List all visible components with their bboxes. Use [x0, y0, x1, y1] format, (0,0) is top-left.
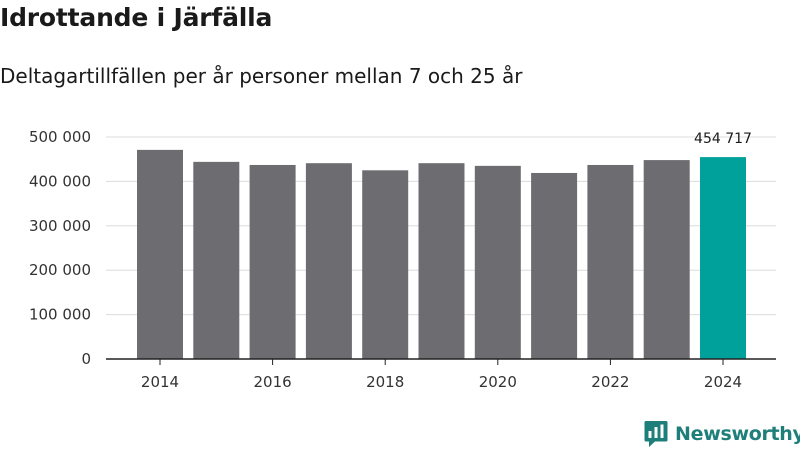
- y-tick-label: 100 000: [29, 306, 91, 324]
- x-tick-label: 2016: [254, 373, 292, 391]
- y-axis: 0 100 000 200 000 300 000 400 000 500 000: [29, 128, 91, 368]
- y-tick-label: 500 000: [29, 128, 91, 146]
- y-tick-label: 0: [81, 350, 91, 368]
- bar-2014: [137, 149, 183, 359]
- x-tick-label: 2022: [591, 373, 629, 391]
- y-tick-label: 200 000: [29, 261, 91, 279]
- chart-title: Idrottande i Järfälla: [0, 3, 273, 32]
- brand-name: Newsworthy: [675, 423, 800, 445]
- x-axis: 2014 2016 2018 2020 2022 2024: [106, 358, 776, 391]
- brand-logo: Newsworthy: [644, 419, 800, 449]
- bar-2017: [305, 163, 352, 359]
- x-tick-label: 2020: [479, 373, 517, 391]
- chart-subtitle: Deltagartillfällen per år personer mella…: [0, 64, 523, 88]
- x-tick-label: 2014: [141, 373, 179, 391]
- bar-2016: [249, 164, 296, 359]
- bar-2020: [474, 165, 521, 359]
- y-tick-label: 400 000: [29, 172, 91, 190]
- x-tick-label: 2018: [366, 373, 404, 391]
- bar-2018: [362, 170, 409, 359]
- y-tick-label: 300 000: [29, 217, 91, 235]
- data-labels: 454 717: [694, 131, 752, 147]
- bar-2015: [193, 161, 240, 359]
- x-tick-label: 2024: [704, 373, 742, 391]
- bar-2022: [587, 164, 634, 359]
- bars: [137, 149, 746, 359]
- bar-2023: [643, 160, 690, 359]
- bar-2019: [418, 163, 465, 359]
- bar-2021: [531, 172, 578, 359]
- bar-2024: [700, 157, 746, 359]
- data-label-2024: 454 717: [694, 131, 752, 147]
- bar-chart-speech-bubble-icon: [644, 421, 668, 447]
